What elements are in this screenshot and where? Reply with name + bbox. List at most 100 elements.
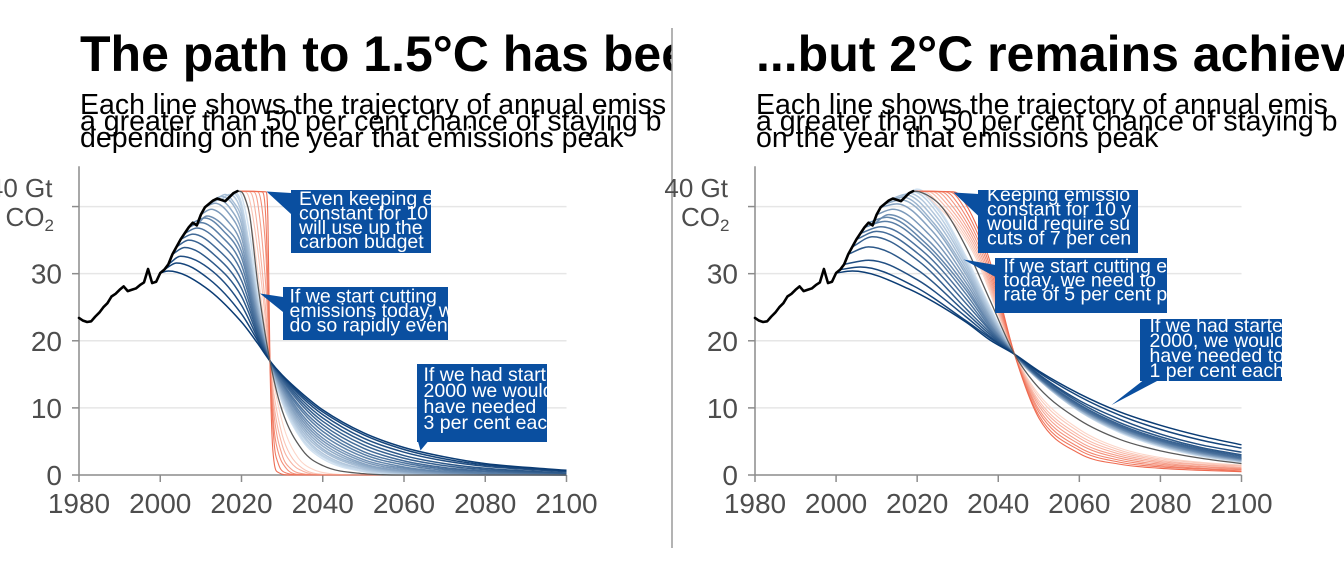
panel-title: ...but 2°C remains achiev [756,26,1344,82]
annotation-started-in-2000: If we had starte 2000, we would have nee… [1111,315,1286,405]
panel-subtitle-line: Each line shows the trajectory of annual… [80,89,666,121]
y-axis-unit-label: CO2 [681,202,729,235]
panel-subtitle-line: Each line shows the trajectory of annual… [756,89,1328,121]
x-tick-label: 2080 [454,488,516,519]
scenario-line-constant-until-2028 [913,190,1242,472]
annotation-text-line: 1 per cent each [1150,360,1284,382]
x-tick-label: 2080 [1129,488,1191,519]
scenario-line-cut-from-2002 [167,255,567,473]
x-tick-label: 2040 [292,488,354,519]
annotation-box [283,287,448,340]
x-tick-label: 2100 [535,488,597,519]
x-tick-label: 2000 [129,488,191,519]
annotation-start-cutting-today: If we start cutting e today, we need to … [963,256,1168,313]
scenario-line-cut-from-today [913,190,1242,465]
annotation-text-line: will use up the [298,217,423,239]
scenario-line-cut-from-2005 [180,233,567,475]
annotation-text-line: emissions today, w [290,300,454,322]
panel-title: The path to 1.5°C has bee [80,26,689,82]
x-tick-label: 2060 [1048,488,1110,519]
x-tick-label: 2060 [373,488,435,519]
scenario-line-constant-until-2022 [913,190,1242,467]
annotation-text-line: If we start cutting e [1004,256,1168,278]
scenario-line-constant-until-2024 [913,190,1242,469]
y-tick-label: 20 [31,326,62,357]
annotation-pointer [953,192,979,216]
scenario-line-cut-from-2008 [192,217,567,476]
y-tick-label: 30 [707,259,738,290]
scenario-line-constant-until-2023 [913,190,1242,467]
panel-subtitle-line: a greater than 50 per cent chance of sta… [80,106,661,138]
annotation-pointer [418,441,428,451]
annotation-text-line: rate of 5 per cent p [1004,284,1168,306]
annotation-constant-emissions: Even keeping e constant for 10 will use … [266,188,433,253]
scenario-line-cut-from-2000 [835,270,1242,446]
y-tick-label: 10 [31,393,62,424]
annotation-text-line: would require su [986,213,1130,235]
x-tick-label: 2000 [805,488,867,519]
scenario-line-constant-until-2026 [913,190,1242,470]
annotation-text-line: today, we need to [1004,270,1157,292]
panel-subtitle-line: a greater than 50 per cent chance of sta… [756,106,1337,138]
scenario-line-cut-from-2003 [172,246,567,474]
panel-subtitle-line: on the year that emissions peak [756,122,1159,154]
scenario-line-cut-from-2006 [184,227,567,476]
x-tick-label: 2040 [967,488,1029,519]
annotation-pointer [266,191,291,214]
y-tick-label: 0 [46,460,62,491]
annotation-text-line: 3 per cent eac [424,412,548,434]
annotation-box [995,258,1167,313]
annotation-start-cutting-today: If we start cutting emissions today, w d… [260,286,454,340]
x-tick-label: 1980 [48,488,110,519]
y-tick-label: 10 [707,393,738,424]
annotation-pointer [963,259,996,277]
annotation-text-line: If we had start [424,364,547,386]
x-tick-label: 2020 [210,488,272,519]
scenario-line-cut-from-today [237,190,567,476]
annotation-text-line: constant for 10 y [987,199,1131,221]
y-tick-label-with-unit: 40 Gt [664,173,728,203]
plot-area: 1980 2000 2020 2040 2060 2080 2100 0 10 20 30 40 Gt… [0,166,598,519]
annotation-box [417,364,547,442]
series-lines [77,189,567,476]
annotation-text-line: 2000, we would [1150,330,1286,352]
scenario-line-cut-from-2004 [176,239,567,475]
annotation-text-line: have needed to [1150,345,1285,367]
annotation-text-line: cuts of 7 per cen [987,228,1131,250]
scenario-line-cut-from-2007 [188,221,567,476]
annotation-text-line: 2000 we would [424,380,554,402]
annotation-text-line: carbon budget [299,231,424,253]
annotation-text-line: If we start cutting [290,286,437,308]
y-tick-label: 0 [722,460,738,491]
annotation-pointer [260,293,283,312]
annotation-text-line: Even keeping e [299,188,433,210]
scenario-line-constant-until-2021 [913,190,1242,466]
scenario-line-constant-until-2026 [237,190,567,476]
series-lines [753,188,1242,473]
scenario-line-cut-from-2002 [844,259,1242,453]
annotation-text-line: do so rapidly even [290,315,448,337]
annotation-text-line: have needed [424,396,537,418]
annotation-box [1140,319,1282,381]
annotation-pointer [1111,380,1158,405]
panel-1-5-degrees: The path to 1.5°C has bee Each line show… [0,26,689,519]
annotation-constant-emissions: Keeping emissio constant for 10 y would … [953,190,1138,253]
historical-emissions-line [753,189,915,324]
annotation-started-in-2000: If we had start 2000 we would have neede… [417,364,554,451]
scenario-line-constant-until-2025 [913,190,1242,469]
y-tick-label: 20 [707,326,738,357]
annotation-text-line: constant for 10 [299,202,428,224]
y-axis-unit-label: CO2 [6,202,54,235]
x-tick-label: 2020 [886,488,948,519]
x-tick-label: 2100 [1210,488,1272,519]
scenario-line-constant-until-2027 [913,190,1242,471]
scenario-line-cut-from-2000 [160,270,567,472]
annotation-text-line: If we had starte [1150,315,1283,337]
panel-2-degrees: ...but 2°C remains achiev Each line show… [664,26,1344,519]
annotation-box [291,190,431,253]
scenario-line-cut-from-2001 [163,262,567,472]
y-tick-label: 30 [31,259,62,290]
y-tick-label-with-unit: 40 Gt [0,173,53,203]
annotation-box [978,190,1138,253]
